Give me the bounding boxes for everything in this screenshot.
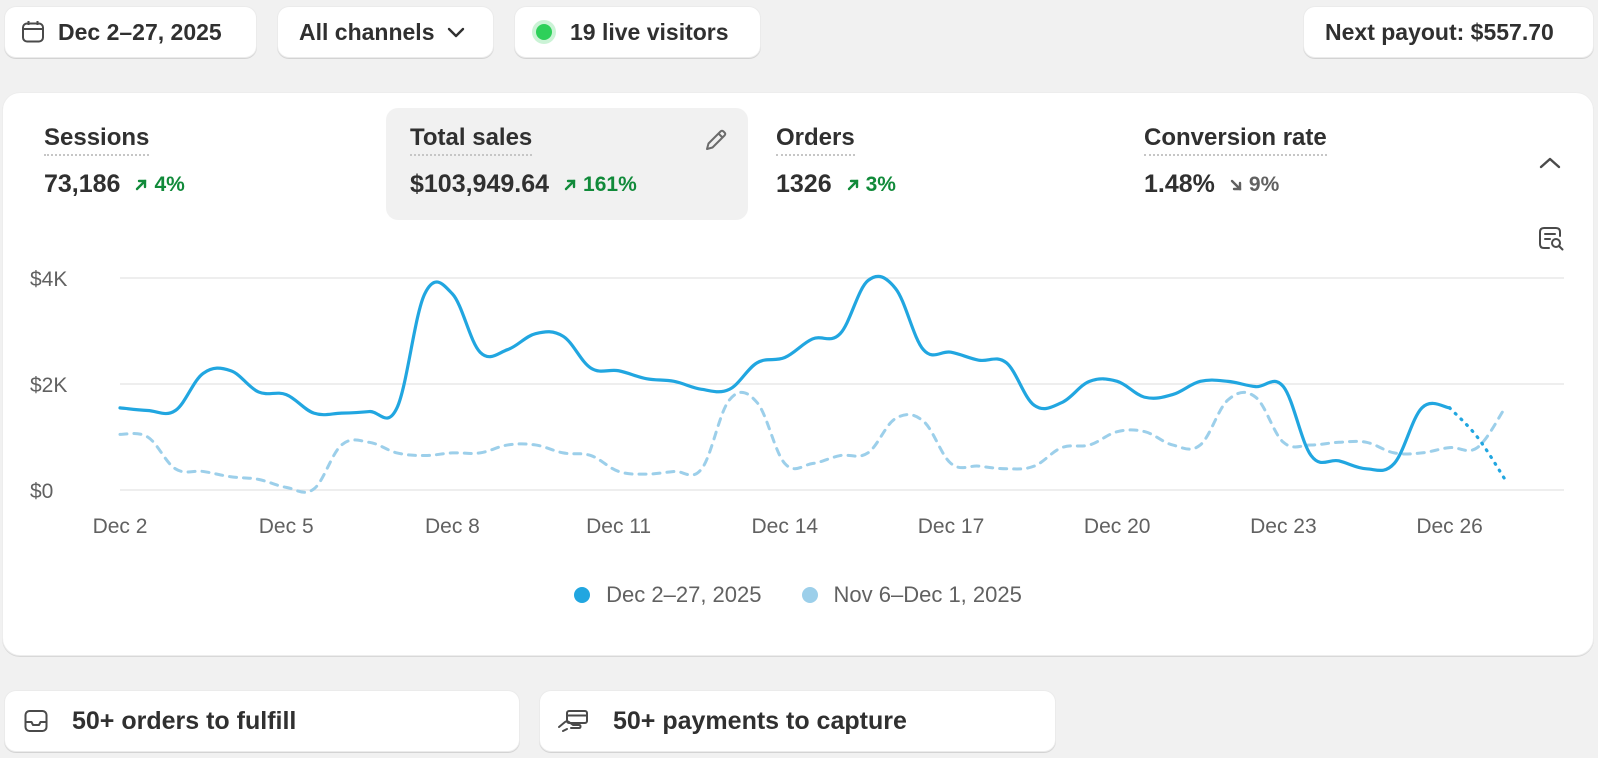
arrow-up-right-icon xyxy=(847,179,858,190)
legend-item-current[interactable]: Dec 2–27, 2025 xyxy=(574,582,762,608)
series-line-previous xyxy=(118,390,1507,494)
calendar-icon xyxy=(20,19,46,45)
legend-item-previous[interactable]: Nov 6–Dec 1, 2025 xyxy=(801,582,1022,608)
metric-label: Total sales xyxy=(410,124,533,156)
y-axis-tick-label: $0 xyxy=(30,480,53,503)
date-range-button[interactable]: Dec 2–27, 2025 xyxy=(4,6,257,58)
legend-dot xyxy=(574,587,591,603)
arrow-down-right-icon xyxy=(1230,179,1242,190)
payments-to-capture-label: 50+ payments to capture xyxy=(613,706,907,735)
x-axis-tick-label: Dec 11 xyxy=(586,515,651,538)
metric-change-value: 9% xyxy=(1248,172,1280,196)
inbox-icon xyxy=(22,707,50,735)
metric-value: 1326 xyxy=(776,170,832,198)
sales-line-chart: $4K $2K $0 Dec 2 Dec 5 Dec 8 Dec 11 Dec 14 Dec … xyxy=(30,268,1564,538)
live-visitors-label: 19 live visitors xyxy=(570,18,729,45)
metric-value: $103,949.64 xyxy=(410,170,550,198)
metric-change: 3% xyxy=(846,173,896,197)
y-axis-tick-label: $4K xyxy=(30,268,67,291)
metric-change-value: 4% xyxy=(154,172,185,196)
metric-change: 9% xyxy=(1229,173,1279,197)
x-axis-tick-label: Dec 17 xyxy=(918,515,985,538)
analyze-report-icon[interactable] xyxy=(1536,224,1566,259)
x-axis-tick-label: Dec 20 xyxy=(1084,515,1151,538)
next-payout-label: Next payout: $557.70 xyxy=(1325,18,1554,45)
date-range-label: Dec 2–27, 2025 xyxy=(58,18,222,45)
live-visitors-button[interactable]: 19 live visitors xyxy=(514,6,761,58)
channels-dropdown[interactable]: All channels xyxy=(277,6,494,58)
metric-label: Sessions xyxy=(44,124,150,156)
chart-legend: Dec 2–27, 2025 Nov 6–Dec 1, 2025 xyxy=(2,582,1594,608)
hand-card-icon xyxy=(557,707,591,735)
channels-label: All channels xyxy=(299,18,435,45)
metric-label: Conversion rate xyxy=(1144,124,1327,156)
x-axis-tick-label: Dec 26 xyxy=(1416,515,1483,538)
metric-sessions[interactable]: Sessions 73,186 4% xyxy=(20,108,382,220)
arrow-up-right-icon xyxy=(136,179,147,190)
series-line-current xyxy=(118,274,1452,473)
metric-total-sales[interactable]: Total sales $103,949.64 161% xyxy=(386,108,748,220)
analytics-card: Sessions 73,186 4% Total sales $103,949.… xyxy=(2,92,1594,656)
legend-label: Dec 2–27, 2025 xyxy=(606,582,762,607)
series-line-current-incomplete xyxy=(1448,406,1507,481)
payments-to-capture-button[interactable]: 50+ payments to capture xyxy=(539,690,1056,752)
legend-dot xyxy=(801,587,818,603)
metric-conversion-rate[interactable]: Conversion rate 1.48% 9% xyxy=(1120,108,1482,220)
orders-to-fulfill-button[interactable]: 50+ orders to fulfill xyxy=(4,690,520,752)
metric-value: 73,186 xyxy=(44,170,121,198)
metric-label: Orders xyxy=(776,124,855,156)
metric-change: 4% xyxy=(134,172,185,197)
metric-value: 1.48% xyxy=(1144,170,1215,198)
x-axis-tick-label: Dec 23 xyxy=(1250,515,1317,538)
metric-change-value: 161% xyxy=(583,172,637,196)
collapse-chevron-up-icon[interactable] xyxy=(1536,154,1564,177)
next-payout-button[interactable]: Next payout: $557.70 xyxy=(1303,6,1594,58)
live-status-dot xyxy=(536,24,552,40)
chevron-down-icon xyxy=(446,25,466,39)
metric-change: 161% xyxy=(563,173,637,197)
y-axis-tick-label: $2K xyxy=(30,374,67,397)
pencil-icon[interactable] xyxy=(702,126,730,159)
metric-orders[interactable]: Orders 1326 3% xyxy=(752,108,1114,220)
x-axis-tick-label: Dec 14 xyxy=(752,515,819,538)
x-axis-tick-label: Dec 2 xyxy=(93,515,148,538)
legend-label: Nov 6–Dec 1, 2025 xyxy=(833,582,1022,607)
arrow-up-right-icon xyxy=(564,179,576,190)
x-axis-tick-label: Dec 8 xyxy=(425,515,480,538)
metric-change-value: 3% xyxy=(865,172,896,196)
x-axis-tick-label: Dec 5 xyxy=(259,515,314,538)
orders-to-fulfill-label: 50+ orders to fulfill xyxy=(72,706,297,735)
